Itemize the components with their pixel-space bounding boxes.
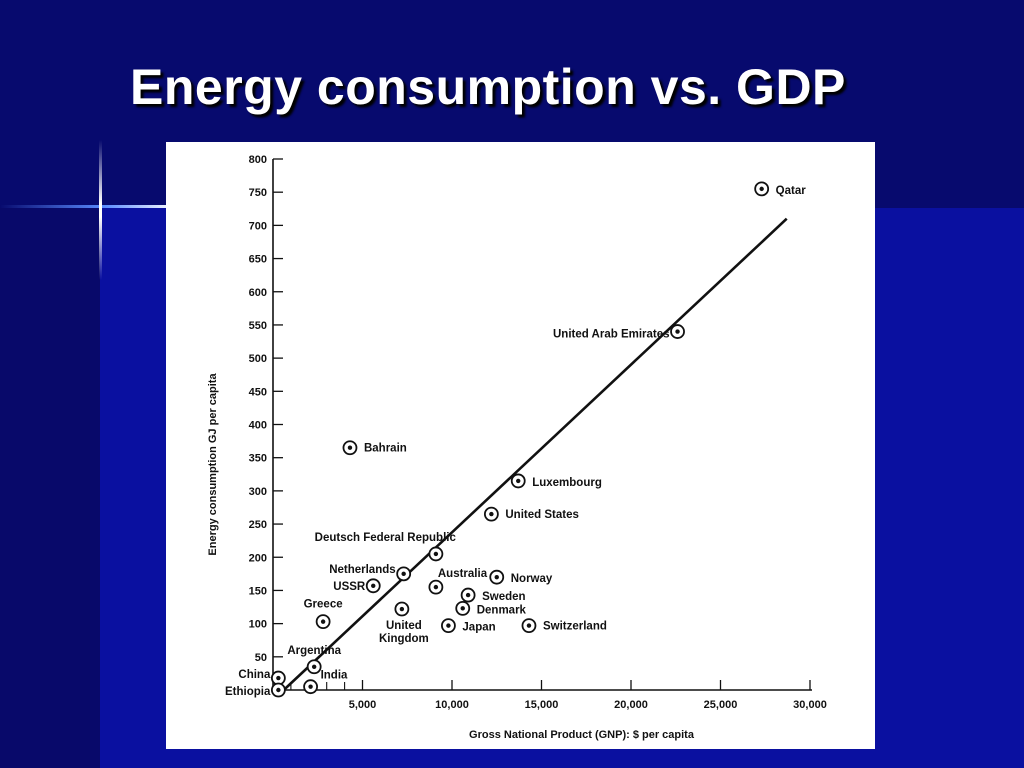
data-point-label: United Arab Emirates — [553, 329, 670, 341]
data-point — [428, 546, 444, 562]
slide-title: Energy consumption vs. GDP — [130, 59, 846, 115]
x-tick-label: 5,000 — [349, 699, 377, 711]
x-tick-label: 25,000 — [704, 699, 738, 711]
data-point-label: Sweden — [482, 591, 525, 603]
data-point — [460, 587, 476, 603]
sparkle-decoration-vertical — [99, 140, 102, 280]
data-point — [365, 578, 381, 594]
data-point-dot — [446, 623, 451, 628]
data-point-label: Japan — [462, 622, 495, 634]
data-point-label: Norway — [511, 573, 553, 585]
data-point — [342, 440, 358, 456]
y-tick-label: 300 — [249, 486, 267, 498]
y-tick-label: 750 — [249, 187, 267, 199]
data-point-dot — [489, 511, 494, 517]
data-point-dot — [433, 584, 439, 590]
sparkle-decoration-horizontal — [0, 205, 175, 208]
y-tick-label: 250 — [249, 519, 267, 531]
y-tick-label: 400 — [249, 420, 267, 432]
y-tick-label: 200 — [249, 552, 267, 564]
data-point-dot — [759, 186, 764, 192]
x-axis-label: Gross National Product (GNP): $ per capi… — [469, 729, 695, 741]
data-point-label-line: United — [386, 620, 422, 632]
y-tick-label: 700 — [249, 220, 267, 232]
data-point-dot — [276, 675, 281, 681]
data-point-dot — [494, 574, 499, 580]
data-point-label: Netherlands — [329, 564, 395, 576]
data-point-label: United Kingdom — [379, 620, 429, 645]
y-tick-label: 550 — [249, 320, 267, 332]
data-point-label: USSR — [333, 581, 366, 593]
x-tick-label: 30,000 — [793, 699, 827, 711]
y-tick-label: 100 — [249, 619, 267, 631]
data-point-dot — [276, 687, 281, 693]
data-point — [510, 473, 526, 489]
data-point — [441, 618, 456, 634]
data-point — [394, 601, 410, 617]
data-point-dot — [465, 592, 471, 598]
y-tick-label: 350 — [249, 453, 267, 465]
data-point — [754, 181, 770, 197]
y-tick-label: 50 — [255, 652, 267, 664]
data-point-label: Argentina — [287, 645, 341, 657]
data-point-label: India — [321, 670, 348, 682]
data-point-label-line: Kingdom — [379, 633, 429, 645]
data-point — [306, 659, 322, 675]
data-point-label: Denmark — [477, 604, 527, 616]
y-tick-label: 650 — [249, 254, 267, 266]
data-point-dot — [308, 684, 313, 689]
data-point — [521, 618, 537, 634]
x-tick-label: 15,000 — [525, 699, 559, 711]
y-tick-label: 150 — [249, 585, 267, 597]
data-point — [396, 566, 412, 582]
data-point — [670, 324, 685, 339]
scatter-chart: 50 100 150 200 250 300 350 400 450 500 550 600 650 70… — [207, 154, 827, 741]
data-point — [428, 579, 444, 595]
data-point-label: Bahrain — [364, 443, 407, 455]
data-point — [315, 614, 331, 630]
data-point-dot — [516, 478, 521, 484]
y-tick-label: 600 — [249, 287, 267, 299]
data-point-dot — [401, 571, 406, 577]
data-point-label: China — [238, 669, 271, 681]
data-point-dot — [526, 623, 532, 628]
data-point-dot — [675, 329, 680, 334]
data-point-dot — [399, 606, 405, 612]
y-tick-label: 450 — [249, 386, 267, 398]
data-point-dot — [320, 619, 326, 624]
data-point-dot — [460, 606, 465, 611]
y-tick-label: 500 — [249, 353, 267, 365]
chart-panel: 50 100 150 200 250 300 350 400 450 500 550 600 650 70… — [166, 142, 875, 749]
data-point-dot — [311, 664, 317, 669]
regression-line — [282, 217, 788, 691]
data-point-label: Deutsch Federal Republic — [315, 532, 457, 544]
data-point-label: Ethiopia — [225, 686, 271, 698]
data-point-label: Switzerland — [543, 621, 607, 633]
data-point — [455, 600, 471, 616]
data-point — [303, 679, 318, 695]
data-point-label: Greece — [304, 599, 343, 611]
data-point — [489, 569, 505, 585]
data-point-label: Australia — [438, 568, 488, 580]
x-tick-label: 10,000 — [435, 699, 469, 711]
data-point-label: Luxembourg — [532, 477, 602, 489]
y-axis-label: Energy consumption GJ per capita — [207, 373, 219, 556]
y-tick-label: 800 — [249, 154, 267, 166]
data-point-dot — [347, 445, 353, 450]
data-point — [270, 682, 286, 698]
data-point-dot — [371, 583, 376, 588]
x-tick-label: 20,000 — [614, 699, 648, 711]
data-point-label: Qatar — [776, 185, 807, 197]
data-point-label: United States — [505, 509, 579, 521]
data-point-dot — [433, 551, 439, 557]
data-point — [483, 506, 499, 522]
